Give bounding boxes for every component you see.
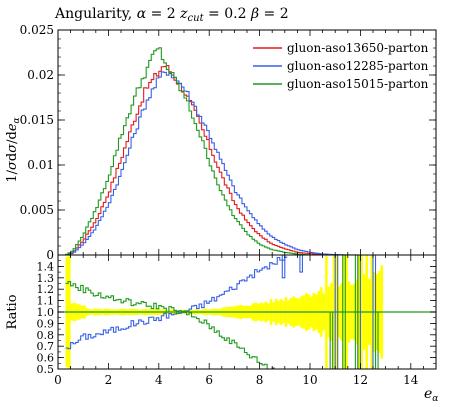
ratio-spike — [281, 255, 286, 279]
y-tick-label: 0.015 — [20, 113, 54, 127]
ratio-panel: 0 2 4 6 8 10 12 14 0.50.60.70.80.91.01.11.21.31.… — [37, 254, 437, 387]
series-line-gluon-aso15015-parton — [58, 47, 326, 256]
y-tick-label: 0.005 — [20, 203, 54, 217]
y-axis-label: 1/σdσ/deα — [5, 117, 22, 182]
ratio-y-tick-label: 1.2 — [37, 283, 55, 296]
ratio-series-gluon-aso12285-parton — [65, 256, 288, 350]
ratio-y-tick-label: 0.8 — [37, 329, 55, 342]
legend: gluon-aso13650-parton gluon-aso12285-part… — [253, 41, 429, 91]
ratio-spike — [299, 255, 303, 273]
ratio-series-gluon-aso15015-parton — [65, 281, 275, 370]
ratio-y-tick-label: 0.5 — [37, 363, 55, 376]
x-tick-label: 4 — [155, 373, 163, 387]
x-tick-label: 2 — [105, 373, 113, 387]
x-tick-label: 6 — [205, 373, 213, 387]
ratio-y-tick-label: 1.3 — [37, 272, 55, 285]
y-tick-label: 0.01 — [27, 158, 54, 172]
x-tick-label: 8 — [256, 373, 264, 387]
legend-label: gluon-aso12285-parton — [287, 59, 429, 73]
y-tick-label: 0.025 — [20, 23, 54, 37]
ratio-y-tick-label: 0.9 — [37, 317, 55, 330]
chart-title: Angularity, α = 2 zcut = 0.2 β = 2 — [54, 6, 289, 24]
legend-label: gluon-aso15015-parton — [287, 77, 429, 91]
y-tick-label: 0.02 — [27, 68, 54, 82]
x-tick-label: 12 — [353, 373, 368, 387]
series-line-gluon-aso13650-parton — [58, 65, 351, 256]
x-tick-label: 0 — [54, 373, 62, 387]
legend-label: gluon-aso13650-parton — [287, 41, 429, 55]
ratio-y-tick-label: 1.1 — [37, 295, 55, 308]
ratio-y-tick-label: 1.4 — [37, 260, 55, 273]
y-tick-label: 0 — [46, 248, 54, 262]
ratio-y-tick-label: 0.7 — [37, 340, 55, 353]
main-panel: 0 0.005 0.01 0.015 0.02 0.025 — [20, 23, 437, 262]
x-tick-label: 10 — [302, 373, 317, 387]
ratio-axis-label: Ratio — [5, 294, 20, 329]
x-tick-label: 14 — [403, 373, 419, 387]
series-line-gluon-aso12285-parton — [58, 71, 376, 256]
x-axis-label: eα — [424, 386, 438, 404]
ratio-y-tick-label: 0.6 — [37, 352, 55, 365]
ratio-y-tick-label: 1.0 — [37, 306, 55, 319]
